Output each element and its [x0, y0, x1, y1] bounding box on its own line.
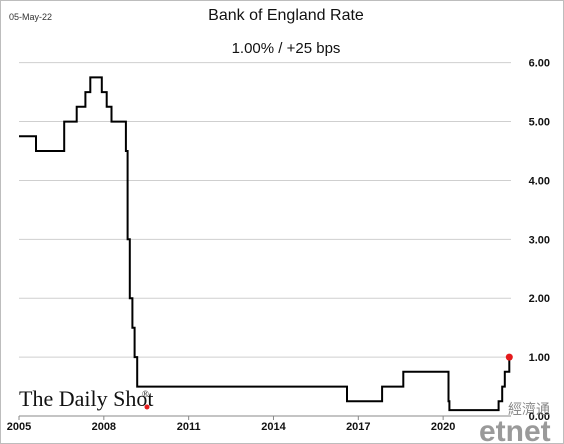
gridlines	[19, 62, 511, 417]
series-group	[19, 76, 513, 412]
x-axis-ticks: 2005 2008 2011 2014 2017 2020	[7, 416, 455, 433]
y-tick-label: 4.00	[529, 175, 550, 187]
daily-shot-wordmark: The Daily Shot	[19, 386, 153, 411]
etnet-logo: 經濟通 etnet	[479, 402, 551, 443]
x-tick-label: 2020	[431, 421, 455, 433]
series-line-0	[19, 76, 511, 412]
y-tick-label: 1.00	[529, 352, 550, 364]
y-tick-label: 2.00	[529, 293, 550, 305]
etnet-latin-text: etnet	[479, 415, 551, 443]
x-tick-label: 2014	[261, 421, 286, 433]
y-axis-ticks: 0.00 1.00 2.00 3.00 4.00 5.00 6.00	[529, 58, 550, 423]
x-tick-label: 2011	[177, 421, 201, 433]
x-tick-label: 2008	[92, 421, 116, 433]
date-stamp: 05-May-22	[9, 12, 52, 22]
chart-title: Bank of England Rate	[208, 7, 364, 24]
etnet-chinese-text: 經濟通	[508, 402, 550, 418]
y-tick-label: 6.00	[529, 58, 550, 70]
x-tick-label: 2017	[346, 421, 370, 433]
latest-value-point	[505, 353, 513, 361]
y-tick-label: 0.00	[529, 411, 550, 423]
chart-subtitle: 1.00% / +25 bps	[232, 40, 341, 57]
y-tick-label: 3.00	[529, 234, 550, 246]
daily-shot-red-dot	[144, 404, 150, 410]
daily-shot-logo: The Daily Shot ®	[19, 386, 153, 411]
x-tick-label: 2005	[7, 421, 31, 433]
daily-shot-registered-mark: ®	[142, 389, 149, 399]
y-tick-label: 5.00	[529, 117, 550, 129]
